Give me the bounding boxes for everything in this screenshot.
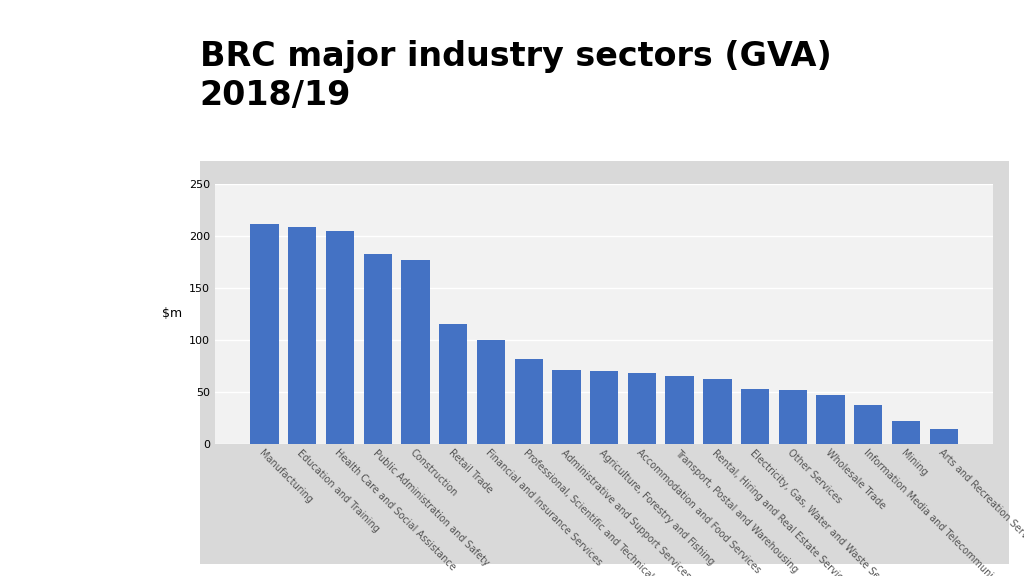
Bar <box>666 376 694 444</box>
Bar <box>251 223 279 444</box>
Bar <box>552 370 581 444</box>
Bar <box>439 324 467 444</box>
Bar <box>741 389 769 444</box>
Bar <box>401 260 430 444</box>
Bar <box>477 340 505 444</box>
Bar <box>930 429 957 444</box>
Bar <box>778 389 807 444</box>
Text: BRC major industry sectors (GVA)
2018/19: BRC major industry sectors (GVA) 2018/19 <box>200 40 831 112</box>
Bar <box>326 231 354 444</box>
Bar <box>854 405 883 444</box>
Bar <box>514 358 543 444</box>
Bar <box>628 373 656 444</box>
Bar <box>288 227 316 444</box>
Bar <box>816 395 845 444</box>
Bar <box>703 379 731 444</box>
Y-axis label: $m: $m <box>163 308 182 320</box>
Bar <box>364 254 392 444</box>
Bar <box>590 371 618 444</box>
Bar <box>892 420 921 444</box>
